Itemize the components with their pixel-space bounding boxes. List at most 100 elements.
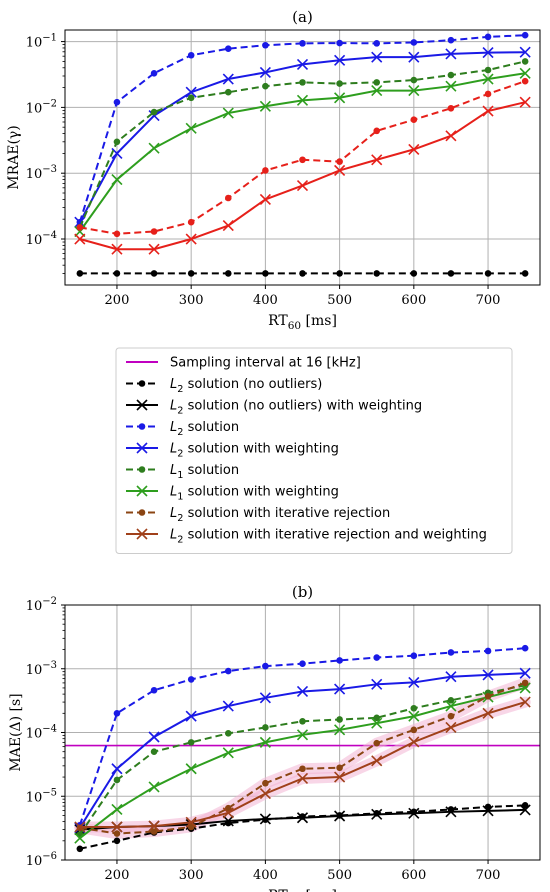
- legend-entry: Sampling interval at 16 [kHz]: [126, 356, 361, 371]
- data-point: [187, 823, 195, 831]
- data-point: [222, 73, 234, 85]
- legend-entry: L2 solution with iterative rejection and…: [126, 528, 487, 546]
- data-point: [410, 116, 418, 124]
- data-point: [262, 41, 269, 49]
- data-point: [410, 726, 418, 734]
- panel-a-chart: 200 300 400 500 600 700 10−4 10−3 10−2 10−1 (a) RT6…: [6, 8, 541, 332]
- y-tick-label: 10−2: [26, 98, 57, 116]
- data-point: [373, 654, 381, 661]
- y-tick-label: 10−1: [26, 33, 57, 51]
- data-point: [187, 676, 195, 683]
- data-point: [299, 270, 306, 277]
- data-point: [224, 194, 232, 202]
- data-point: [224, 730, 232, 737]
- panel-title: (a): [292, 8, 313, 26]
- data-point: [373, 739, 381, 747]
- data-point: [148, 243, 160, 255]
- data-point: [187, 739, 195, 746]
- data-point: [185, 86, 197, 98]
- data-point: [76, 224, 84, 231]
- data-point: [148, 820, 160, 832]
- data-point: [111, 803, 123, 816]
- data-point: [336, 270, 343, 277]
- data-point: [148, 781, 160, 793]
- data-point: [519, 96, 531, 108]
- data-point: [482, 105, 494, 117]
- data-point: [113, 230, 121, 238]
- legend-label: L1 solution: [170, 463, 239, 481]
- data-point: [408, 736, 420, 748]
- data-point: [150, 228, 158, 235]
- data-point: [482, 805, 494, 817]
- data-point: [373, 270, 381, 277]
- x-tick-label: 400: [253, 293, 278, 308]
- data-point: [521, 802, 529, 809]
- data-point: [482, 47, 494, 59]
- series-line: [78, 34, 526, 223]
- data-point: [519, 667, 531, 679]
- series-l2-solution-with-iterative-rejection-and-weighting: [74, 696, 531, 833]
- data-point: [334, 54, 346, 66]
- data-point: [484, 270, 492, 277]
- data-point: [447, 71, 455, 79]
- data-point: [262, 82, 269, 90]
- data-point: [447, 270, 455, 277]
- data-point: [482, 707, 494, 719]
- series-line: [78, 647, 526, 826]
- legend: Sampling interval at 16 [kHz] L2 solution…: [115, 347, 513, 554]
- data-point: [410, 76, 418, 84]
- data-point: [222, 107, 234, 119]
- data-point: [259, 193, 271, 205]
- panel-title: (b): [292, 583, 313, 601]
- legend-entry: L2 solution (no outliers): [126, 377, 322, 395]
- series-l2-solution: [76, 31, 529, 226]
- x-axis-label: RT60 [ms]: [268, 888, 337, 892]
- data-point: [334, 92, 346, 104]
- data-point: [262, 724, 269, 731]
- x-tick-label: 200: [105, 868, 130, 883]
- data-point: [259, 788, 271, 800]
- data-point: [296, 58, 309, 70]
- data-point: [408, 143, 420, 155]
- data-point: [371, 85, 383, 97]
- data-point: [148, 731, 160, 743]
- legend-marker: [136, 442, 148, 454]
- series-l2-solution-with-weighting: [74, 667, 531, 834]
- data-point: [224, 667, 232, 675]
- data-point: [410, 704, 418, 712]
- legend-marker: [138, 423, 146, 430]
- data-point: [299, 765, 306, 773]
- data-point: [224, 45, 232, 52]
- data-point: [150, 748, 158, 755]
- legend-marker: [136, 528, 148, 540]
- data-point: [373, 127, 381, 135]
- data-point: [224, 804, 232, 812]
- legend-entry: L1 solution: [126, 463, 239, 481]
- data-point: [445, 80, 457, 92]
- data-point: [521, 58, 529, 65]
- data-point: [113, 830, 121, 837]
- data-point: [259, 100, 271, 112]
- legend-entry: L2 solution: [126, 420, 239, 438]
- data-point: [521, 31, 529, 39]
- data-point: [299, 79, 306, 86]
- data-point: [410, 270, 418, 277]
- series-line: [78, 51, 526, 223]
- data-point: [148, 142, 160, 154]
- data-point: [259, 66, 271, 78]
- legend-label: L2 solution with iterative rejection and…: [170, 528, 487, 546]
- data-point: [445, 671, 457, 683]
- data-point: [259, 736, 271, 748]
- y-tick-label: 10−3: [26, 164, 57, 182]
- data-point: [334, 164, 346, 177]
- data-point: [519, 696, 531, 708]
- series-line: [78, 672, 526, 829]
- x-tick-label: 200: [105, 293, 130, 308]
- data-point: [224, 270, 232, 277]
- data-point: [521, 77, 529, 85]
- legend-entry: L2 solution with iterative rejection: [126, 506, 390, 524]
- legend-label: L2 solution (no outliers) with weighting: [170, 399, 422, 417]
- legend-entry: L1 solution with weighting: [126, 485, 339, 503]
- data-point: [185, 763, 197, 775]
